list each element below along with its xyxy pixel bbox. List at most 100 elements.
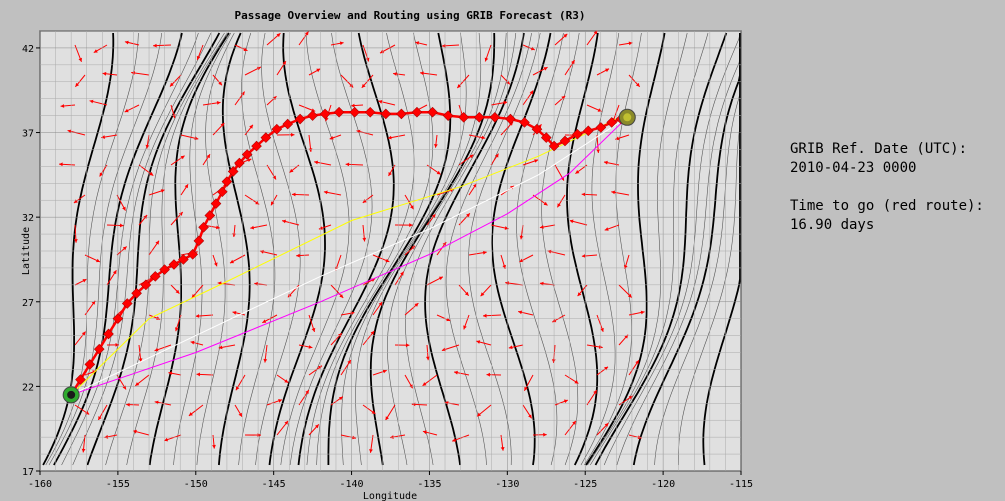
wind-arrow-head xyxy=(247,158,252,162)
isobar-line xyxy=(355,32,482,466)
wind-arrow-head xyxy=(59,162,63,167)
isobar-line xyxy=(48,32,162,466)
x-axis-ticks: -160 -155 -150 -145 -140 -135 -130 -125 -120 -115 xyxy=(28,471,753,490)
route-waypoint xyxy=(178,254,189,265)
wind-arrow-head xyxy=(405,343,410,348)
wind-arrow-head xyxy=(382,369,387,374)
y-tick-label: 17 xyxy=(22,467,34,478)
wind-arrow-head xyxy=(581,254,586,258)
wind-arrow-head xyxy=(434,144,438,148)
wind-arrow-head xyxy=(339,294,344,298)
wind-arrow-head xyxy=(593,30,598,35)
route-waypoint xyxy=(131,287,142,299)
wind-arrow-head xyxy=(534,159,539,163)
y-tick-label: 37 xyxy=(22,129,34,140)
wind-arrow-head xyxy=(604,423,609,427)
wind-arrow-head xyxy=(539,225,544,229)
route-waypoint xyxy=(140,279,152,291)
isobar-line xyxy=(53,32,183,466)
wind-arrow-head xyxy=(278,399,282,403)
wind-arrow-head xyxy=(411,245,416,250)
wind-arrow-head xyxy=(369,449,373,453)
wind-arrow-head xyxy=(323,190,328,195)
wind-arrow-head xyxy=(115,343,119,347)
wind-arrow-head xyxy=(96,258,100,263)
wind-arrow-head xyxy=(305,390,309,394)
wind-arrow-head xyxy=(164,437,169,442)
wind-arrow-head xyxy=(547,249,552,254)
wind-arrow-head xyxy=(380,49,384,54)
wind-arrow-head xyxy=(422,382,427,386)
route-waypoint xyxy=(333,106,345,118)
wind-arrow-head xyxy=(287,293,292,298)
route-waypoint xyxy=(103,328,114,340)
wind-arrow-head xyxy=(371,410,376,414)
wind-arrow-head xyxy=(370,331,375,335)
wind-arrow-head xyxy=(93,49,98,53)
wind-arrow-head xyxy=(232,311,237,315)
wind-arrow-head xyxy=(600,327,604,332)
wind-arrow-head xyxy=(172,114,176,119)
route-waypoint xyxy=(193,235,205,247)
route-waypoint xyxy=(458,112,470,123)
wind-arrow-head xyxy=(154,347,159,352)
wind-arrow-head xyxy=(426,356,430,361)
wind-arrow-head xyxy=(124,40,129,45)
wind-arrow-head xyxy=(393,72,397,76)
y-axis-title: Latitude xyxy=(21,227,32,275)
route-markers xyxy=(62,108,636,404)
route-waypoint xyxy=(531,123,543,135)
wind-arrow-head xyxy=(463,325,467,330)
wind-arrow-head xyxy=(104,434,109,439)
route-waypoint xyxy=(319,108,331,120)
wind-arrow-head xyxy=(290,132,295,137)
grid-lines xyxy=(39,30,742,472)
wind-arrow-head xyxy=(101,135,106,139)
wind-arrow-head xyxy=(385,258,390,263)
wind-arrow-head xyxy=(60,104,65,108)
wind-arrow-head xyxy=(640,310,645,315)
wind-arrow-head xyxy=(291,192,296,197)
isobar-line xyxy=(316,32,434,466)
route-waypoint xyxy=(427,106,438,118)
wind-arrow-head xyxy=(338,333,342,338)
y-axis-ticks: 17 22 27 32 37 42 xyxy=(22,44,40,478)
wind-arrow-head xyxy=(155,240,159,245)
wind-arrow-head xyxy=(250,225,255,230)
wind-arrow-head xyxy=(500,447,505,451)
wind-arrow-head xyxy=(362,199,367,203)
isobar-line xyxy=(268,32,326,466)
wind-arrow-head xyxy=(466,213,470,218)
wind-arrow-head xyxy=(596,149,600,153)
wind-arrow-head xyxy=(378,100,383,104)
wind-arrow-head xyxy=(387,135,392,140)
info-panel: GRIB Ref. Date (UTC): 2010-04-23 0000 Ti… xyxy=(790,140,984,235)
wind-arrow-head xyxy=(126,402,130,407)
route-waypoint xyxy=(294,113,306,125)
wind-arrow-head xyxy=(563,33,568,38)
wind-arrow-head xyxy=(577,292,582,297)
wind-arrow-head xyxy=(483,313,487,318)
route-waypoint xyxy=(572,128,583,140)
route-waypoint xyxy=(595,122,607,133)
wind-arrow-head xyxy=(365,57,370,62)
wind-arrow-head xyxy=(361,83,366,88)
wind-arrow-head xyxy=(276,33,281,38)
wind-arrow-head xyxy=(149,171,154,176)
route-waypoint xyxy=(582,125,594,137)
isobar-line xyxy=(369,32,496,466)
wind-arrow-head xyxy=(188,412,193,416)
isobar-line xyxy=(126,32,228,466)
route-waypoint xyxy=(442,110,454,121)
x-tick-label: -135 xyxy=(417,479,441,490)
route-waypoint xyxy=(606,117,618,128)
route-waypoint xyxy=(307,110,318,121)
wind-arrow-head xyxy=(388,172,392,176)
wind-arrow-head xyxy=(378,301,383,306)
wind-arrow-head xyxy=(75,82,80,87)
x-tick-label: -150 xyxy=(184,479,208,490)
wind-arrow-head xyxy=(438,276,443,281)
isobar-line xyxy=(654,33,741,466)
wind-arrow-head xyxy=(519,235,524,240)
isobar-line xyxy=(580,32,620,466)
